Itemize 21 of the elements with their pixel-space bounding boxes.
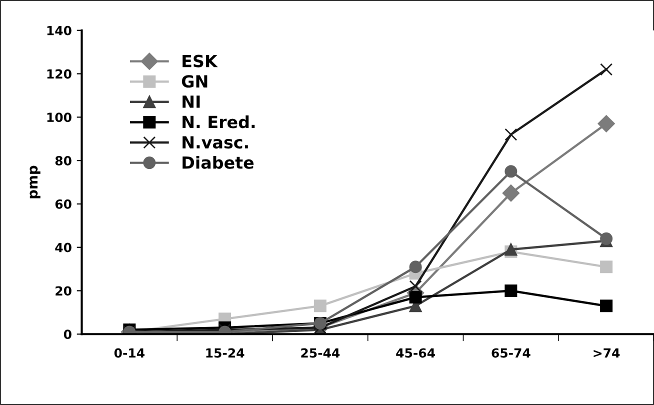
x-tick-label: 15-24 xyxy=(206,348,244,358)
legend-label: NI xyxy=(182,96,200,108)
x-tick-label: 45-64 xyxy=(396,348,435,358)
x-tick-label: 65-74 xyxy=(492,348,530,358)
y-tick-label: 60 xyxy=(55,199,72,209)
y-axis-title: pmp xyxy=(30,166,40,198)
legend-label: N. Ered. xyxy=(182,115,255,128)
legend-label: GN xyxy=(182,75,208,88)
y-tick-label: 0 xyxy=(64,330,72,340)
y-tick-label: 80 xyxy=(55,156,72,166)
x-tick-label: >74 xyxy=(594,348,620,358)
y-tick-label: 40 xyxy=(55,242,72,252)
y-tick-label: 120 xyxy=(47,69,72,79)
y-tick-label: 20 xyxy=(56,286,72,296)
legend-label: Diabete xyxy=(182,156,254,169)
x-tick-label: 25-44 xyxy=(301,348,340,358)
y-tick-label: 140 xyxy=(47,26,72,36)
legend-label: N.vasc. xyxy=(182,136,248,149)
y-tick-label: 100 xyxy=(47,112,72,122)
legend-label: ESK xyxy=(182,54,218,68)
x-tick-label: 0-14 xyxy=(114,348,145,358)
